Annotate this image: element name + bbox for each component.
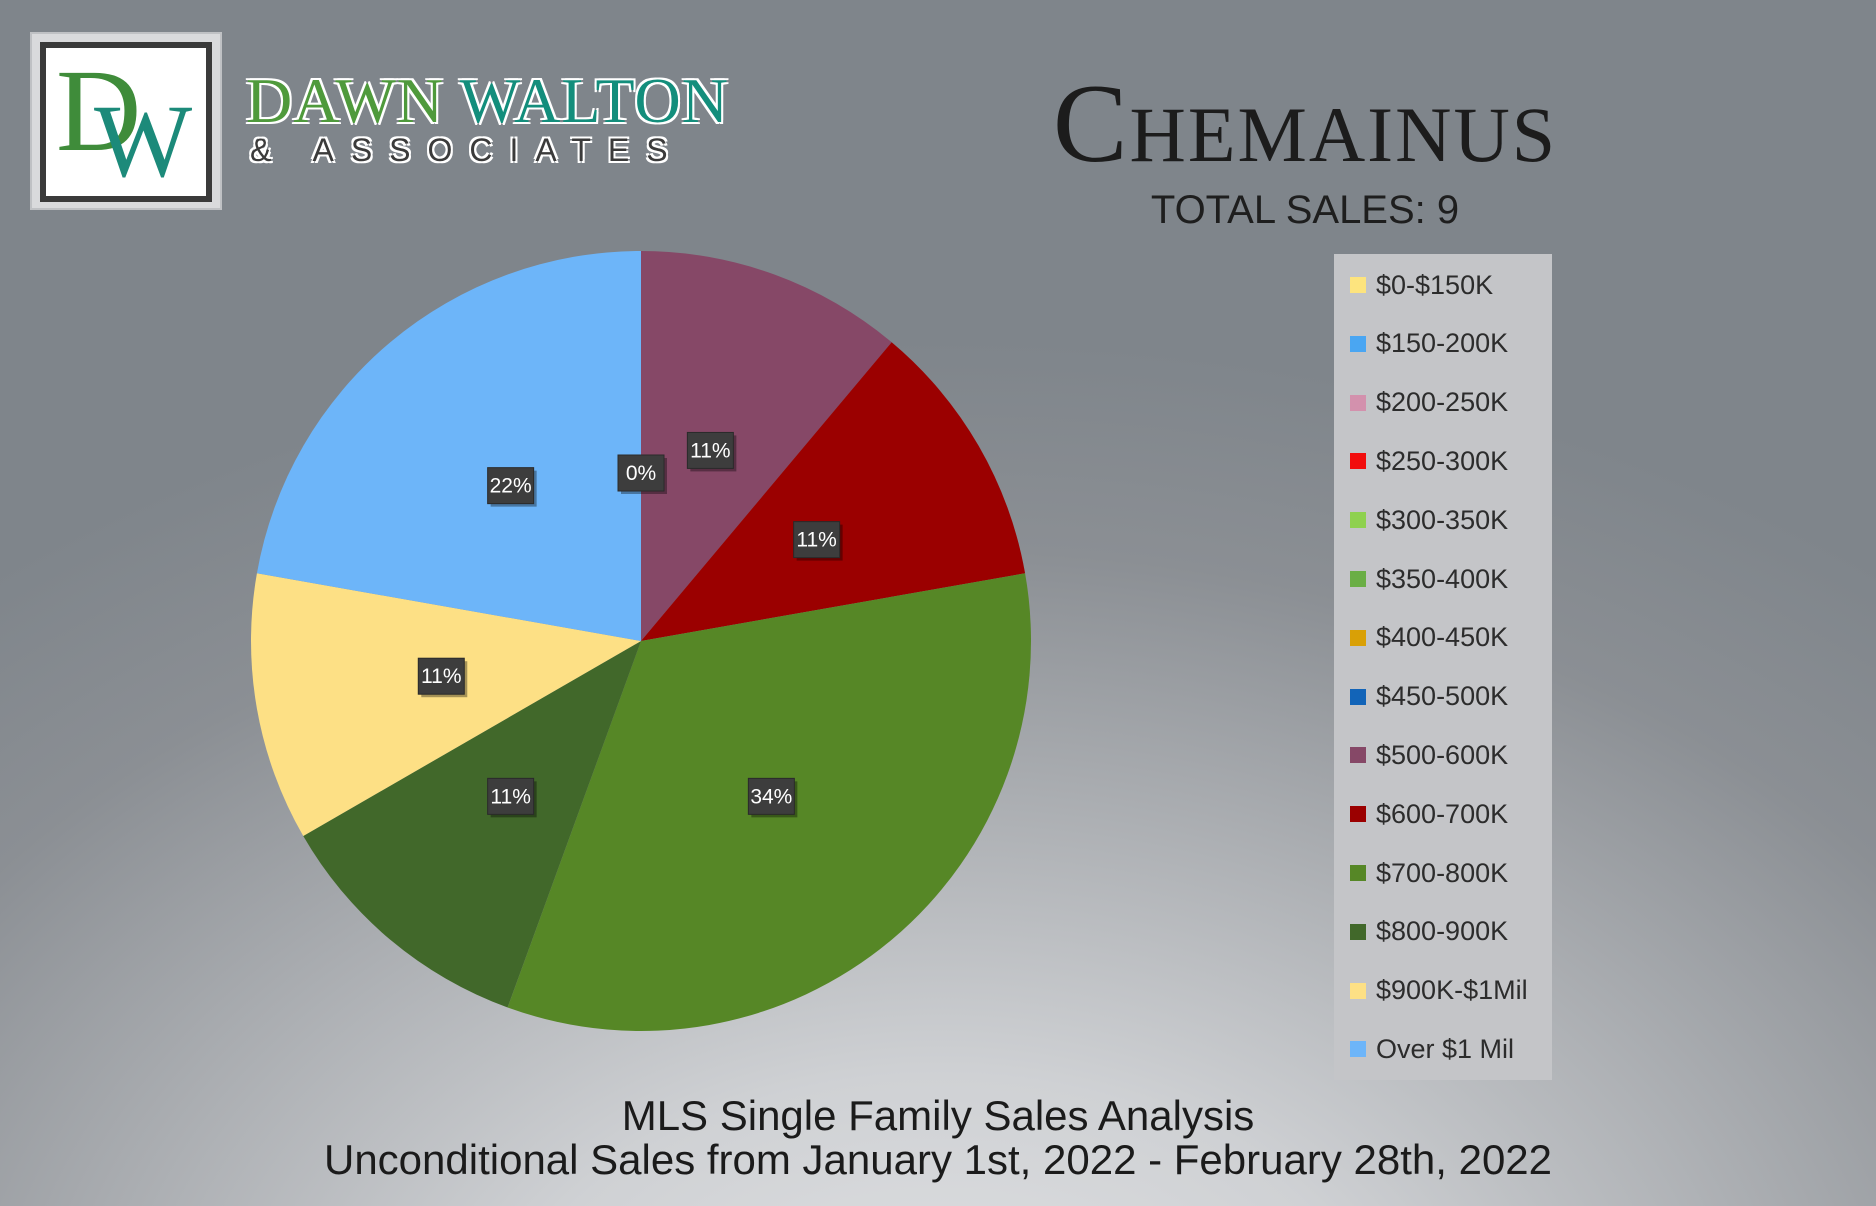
footer-title: MLS Single Family Sales Analysis (621, 1092, 1255, 1139)
data-label-over-1-mil: 22% (487, 467, 537, 507)
legend-swatch (1350, 923, 1366, 940)
svg-text:11%: 11% (490, 785, 530, 808)
chart-legend: $0-$150K $150-200K $200-250K $250-300K $300-… (1334, 254, 1552, 1080)
legend-item-900k-1mil: $900K-$1Mil (1350, 975, 1528, 1006)
legend-swatch (1350, 394, 1366, 411)
legend-item-350-400k: $350-400K (1350, 564, 1508, 594)
logo-letter-w: W (94, 84, 193, 199)
legend-item-150-200k: $150-200K (1350, 328, 1509, 359)
legend-item-400-450k: $400-450K (1350, 622, 1509, 653)
svg-text:11%: 11% (421, 665, 461, 688)
legend-label: $800-900K (1376, 916, 1509, 947)
legend-item-600-700k: $600-700K (1350, 799, 1508, 829)
legend-label: $350-400K (1376, 563, 1509, 594)
legend-label: $400-450K (1376, 622, 1509, 653)
chart-title: Chemainus (1052, 62, 1558, 186)
chart-subtitle: TOTAL SALES: 9 (1150, 188, 1460, 232)
legend-item-800-900k: $800-900K (1350, 916, 1509, 947)
brand-name: DAWN WALTON (246, 64, 729, 138)
svg-text:22%: 22% (490, 475, 532, 498)
legend-label: $500-600K (1376, 739, 1509, 770)
pie-slice-500-600k (641, 251, 892, 641)
legend-label: $200-250K (1376, 387, 1509, 418)
logo-mark: D W (40, 42, 212, 202)
pie-slice-600-700k (641, 342, 1026, 641)
legend-swatch (1350, 277, 1366, 293)
brand-last-name: WALTON (459, 65, 729, 136)
pie-slices (251, 251, 1032, 1031)
legend-swatch (1350, 571, 1366, 587)
footer-date-range: Unconditional Sales from January 1st, 20… (323, 1136, 1553, 1183)
legend-swatch (1350, 453, 1366, 470)
logo-letter-d: D (56, 45, 142, 176)
legend-item-300-350k: $300-350K (1350, 505, 1508, 535)
legend-item-500-600k: $500-600K (1350, 740, 1508, 770)
legend-swatch (1350, 865, 1366, 881)
legend-label: Over $1 Mil (1376, 1033, 1515, 1064)
legend-label: $600-700K (1376, 798, 1509, 829)
legend-swatch (1350, 1041, 1366, 1058)
logo: D W (30, 32, 222, 210)
data-label-500-600k: 11% (686, 431, 737, 472)
data-label-600-700k: 11% (793, 521, 843, 561)
pie-data-labels: 0% 11% 11% 34% 11% 11% 22% (417, 431, 843, 818)
legend-label: $250-300K (1376, 445, 1509, 476)
pie-slice-800-900k (303, 641, 641, 1008)
svg-text:11%: 11% (690, 439, 730, 462)
svg-text:0%: 0% (626, 462, 656, 485)
legend-swatch (1350, 512, 1366, 529)
legend-swatch (1350, 335, 1366, 352)
data-label-800-900k: 11% (487, 777, 537, 818)
legend-swatch (1350, 747, 1366, 764)
svg-text:34%: 34% (750, 785, 792, 808)
legend-swatch (1350, 629, 1366, 646)
legend-item-over-1-mil: Over $1 Mil (1350, 1034, 1514, 1064)
legend-label: $700-800K (1376, 857, 1509, 888)
legend-swatch (1350, 806, 1366, 823)
brand-first-name: DAWN (246, 65, 444, 136)
data-label-900k-1mil: 11% (417, 657, 468, 698)
legend-swatch (1350, 688, 1366, 705)
data-label-450-500k: 0% (617, 454, 667, 494)
legend-item-250-300k: $250-300K (1350, 446, 1508, 476)
legend-label: $0-$150K (1376, 269, 1494, 300)
legend-item-450-500k: $450-500K (1350, 681, 1509, 712)
legend-label: $900K-$1Mil (1376, 975, 1528, 1006)
pie-slice-over-1-mil (256, 251, 641, 641)
legend-label: $450-500K (1376, 681, 1509, 712)
brand-tagline: & ASSOCIATES (250, 132, 685, 168)
legend-label: $150-200K (1376, 328, 1509, 359)
legend-swatch (1350, 982, 1366, 999)
svg-text:11%: 11% (796, 529, 836, 552)
data-label-700-800k: 34% (747, 777, 798, 818)
legend-item-200-250k: $200-250K (1350, 387, 1509, 418)
legend-label: $300-350K (1376, 504, 1509, 535)
pie-slice-900k-1mil (251, 573, 641, 836)
legend-item-0-150k: $0-$150K (1350, 270, 1493, 300)
legend-item-700-800k: $700-800K (1350, 858, 1508, 888)
